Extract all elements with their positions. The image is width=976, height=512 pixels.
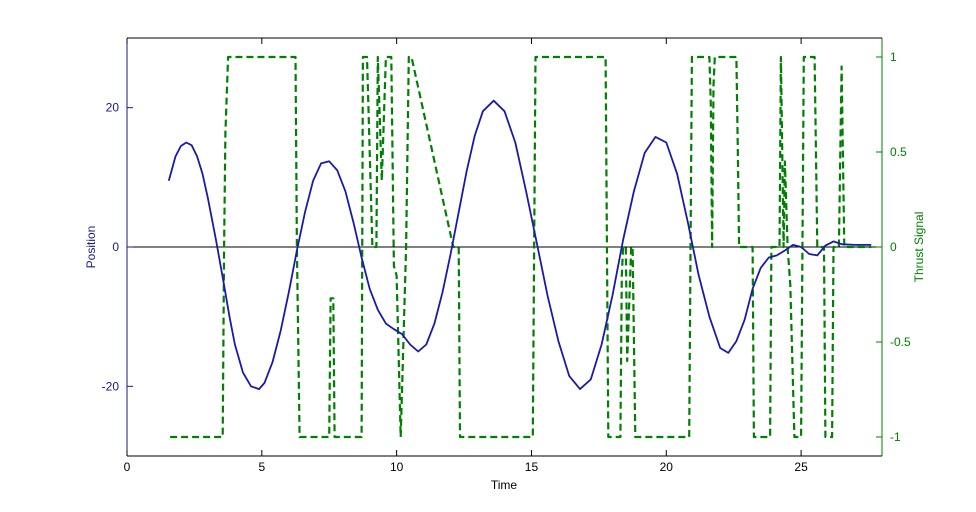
right-y-tick-label: -1 [890,430,901,444]
x-axis-title: Time [491,478,518,492]
right-y-tick-label: 0 [890,240,897,254]
x-tick-label: 25 [794,460,808,474]
x-tick-label: 20 [660,460,674,474]
x-tick-label: 0 [124,460,131,474]
x-axis-ticks: 0 5 10 15 20 25 [124,38,808,474]
right-y-axis-title: Thrust Signal [912,212,926,283]
right-y-axis-ticks: -1 -0.5 0 0.5 1 [876,50,911,444]
x-tick-label: 15 [525,460,539,474]
right-y-tick-label: 0.5 [890,145,907,159]
left-y-tick-label: 20 [106,101,120,115]
right-y-tick-label: 1 [890,50,897,64]
thrust-signal-series-line [170,55,872,439]
position-series-line [167,99,872,390]
left-y-tick-label: -20 [102,379,120,393]
x-tick-label: 10 [390,460,404,474]
left-y-tick-label: 0 [112,240,119,254]
x-tick-label: 5 [258,460,265,474]
left-y-axis-title: Position [84,226,98,269]
left-y-axis-ticks: -20 0 20 [102,101,133,393]
right-y-tick-label: -0.5 [890,335,911,349]
